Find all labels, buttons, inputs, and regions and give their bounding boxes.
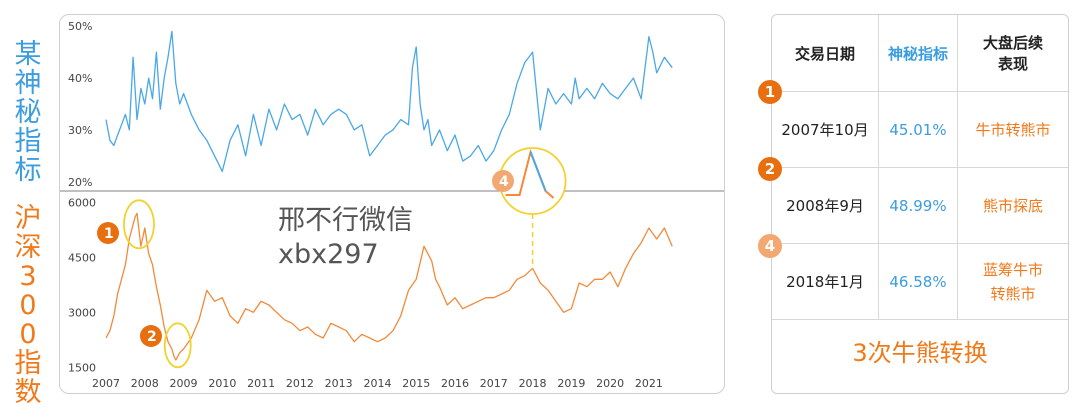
- highlight-ellipse-1: [123, 199, 155, 250]
- table-badge-2: 2: [758, 157, 782, 181]
- x-tick-label: 2009: [170, 377, 198, 390]
- indicator-axis-title: 某神秘指标: [14, 39, 42, 186]
- x-tick-label: 2010: [208, 377, 236, 390]
- table-header-row: 交易日期 神秘指标 大盘后续 表现: [772, 15, 1068, 92]
- chart-badge-4-circle: [492, 170, 514, 192]
- row-index-value: 46.58%: [878, 243, 958, 320]
- row-date: 2018年1月: [772, 243, 879, 320]
- row-index-value: 48.99%: [878, 167, 958, 244]
- row-performance: 蓝筹牛市 转熊市: [957, 243, 1068, 320]
- table-row: 2008年9月 48.99% 熊市探底: [772, 167, 1068, 244]
- x-tick-label: 2014: [363, 377, 391, 390]
- indicator-series-line: [105, 30, 673, 173]
- zoom-blue-line: [529, 151, 547, 192]
- highlight-ellipse-2: [163, 322, 192, 369]
- y-tick-label-indicator: 50%: [68, 20, 92, 33]
- row-performance: 牛市转熊市: [957, 91, 1068, 168]
- x-tick-label: 2018: [519, 377, 547, 390]
- y-tick-label-hs300: 4500: [68, 251, 96, 264]
- chart-panel: 50% 40% 30% 20% 6000 4500 3000 1500 2007 2008 2009…: [59, 14, 725, 394]
- header-date: 交易日期: [772, 15, 879, 92]
- chart-badge-1-label: 1: [104, 226, 114, 242]
- x-tick-label: 2008: [131, 377, 159, 390]
- y-tick-label-hs300: 3000: [68, 306, 96, 319]
- y-tick-label-indicator: 20%: [68, 176, 92, 189]
- row-date: 2007年10月: [772, 91, 879, 168]
- summary-table-panel: 交易日期 神秘指标 大盘后续 表现 2007年10月 45.01% 牛市转熊市 …: [771, 14, 1069, 394]
- row-date: 2008年9月: [772, 167, 879, 244]
- x-tick-label: 2020: [596, 377, 624, 390]
- x-tick-label: 2011: [247, 377, 275, 390]
- table-row: 2007年10月 45.01% 牛市转熊市: [772, 91, 1068, 168]
- chart-badge-1-circle: [97, 222, 119, 244]
- chart-canvas: 50% 40% 30% 20% 6000 4500 3000 1500 2007 2008 2009…: [60, 20, 724, 390]
- x-tick-label: 2012: [286, 377, 314, 390]
- chart-badge-4-label: 4: [499, 174, 509, 190]
- y-tick-label-indicator: 30%: [68, 124, 92, 137]
- header-performance: 大盘后续 表现: [957, 15, 1068, 92]
- hs300-series-line: [105, 212, 673, 361]
- chart-badge-2-circle: [140, 325, 162, 347]
- signal-table: 交易日期 神秘指标 大盘后续 表现 2007年10月 45.01% 牛市转熊市 …: [772, 15, 1068, 320]
- x-tick-label: 2007: [92, 377, 120, 390]
- header-index: 神秘指标: [878, 15, 958, 92]
- x-tick-label: 2015: [402, 377, 430, 390]
- table-row: 2018年1月 46.58% 蓝筹牛市 转熊市: [772, 243, 1068, 320]
- y-tick-label-hs300: 1500: [68, 361, 96, 374]
- row-performance: 熊市探底: [957, 167, 1068, 244]
- watermark-line1: 邢不行微信: [278, 205, 413, 236]
- x-tick-label: 2016: [441, 377, 469, 390]
- table-badge-1: 1: [758, 80, 782, 104]
- summary-text: 3次牛熊转换: [852, 339, 988, 367]
- row-index-value: 45.01%: [878, 91, 958, 168]
- y-tick-label-indicator: 40%: [68, 72, 92, 85]
- x-tick-label: 2021: [635, 377, 663, 390]
- chart-badge-2-label: 2: [147, 329, 157, 345]
- x-tick-label: 2017: [480, 377, 508, 390]
- y-tick-label-hs300: 6000: [68, 196, 96, 209]
- watermark-line2: xbx297: [278, 239, 379, 270]
- x-tick-label: 2019: [557, 377, 585, 390]
- table-badge-4: 4: [758, 234, 782, 258]
- x-tick-label: 2013: [325, 377, 353, 390]
